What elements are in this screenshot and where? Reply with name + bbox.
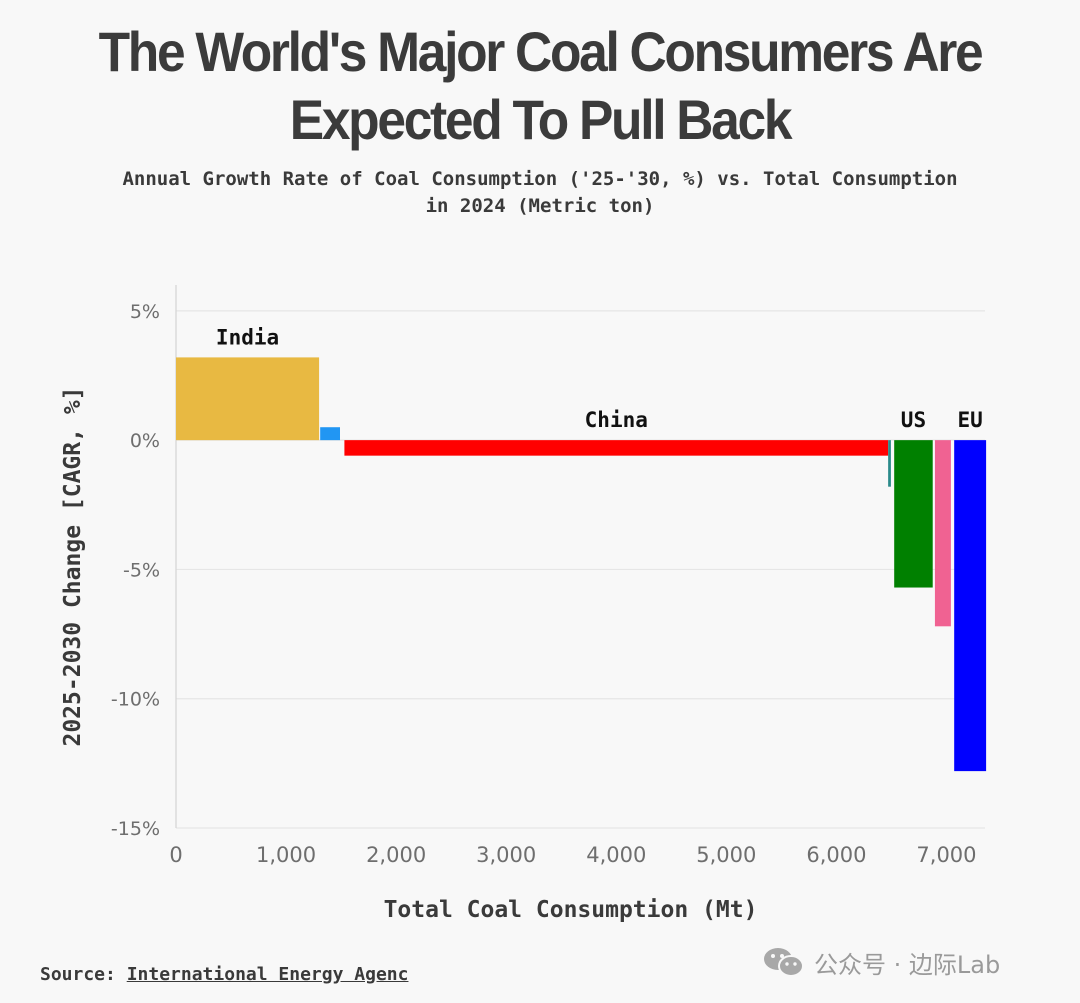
y-tick-label-1: 0% bbox=[130, 430, 160, 452]
watermark: 公众号 · 边际Lab bbox=[762, 942, 1000, 982]
chart-subtitle: Annual Growth Rate of Coal Consumption (… bbox=[40, 166, 1040, 220]
x-tick-label-7: 7,000 bbox=[916, 843, 976, 867]
bar-label-us: US bbox=[901, 408, 926, 432]
watermark-text: 公众号 · 边际Lab bbox=[814, 950, 1001, 979]
source-line: Source: International Energy Agenc bbox=[40, 964, 408, 985]
y-tick-label-3: -10% bbox=[111, 689, 160, 711]
source-fade-overlay bbox=[458, 962, 618, 990]
y-axis-title: 2025-2030 Change [CAGR, %] bbox=[60, 386, 86, 746]
x-tick-label-5: 5,000 bbox=[696, 843, 756, 867]
bar-china[interactable] bbox=[344, 440, 889, 456]
chart-subtitle-line2: in 2024 (Metric ton) bbox=[425, 195, 655, 217]
chart-subtitle-line1: Annual Growth Rate of Coal Consumption (… bbox=[122, 168, 958, 190]
chart-title: The World's Major Coal Consumers Are Exp… bbox=[43, 18, 1037, 154]
bar-other-3[interactable] bbox=[888, 440, 891, 487]
x-tick-label-3: 3,000 bbox=[476, 843, 536, 867]
x-axis-title: Total Coal Consumption (Mt) bbox=[384, 897, 758, 923]
source-link[interactable]: International Energy Agenc bbox=[126, 964, 409, 985]
x-tick-label-6: 6,000 bbox=[806, 843, 866, 867]
bar-label-india: India bbox=[216, 325, 279, 349]
y-tick-label-2: -5% bbox=[123, 559, 160, 581]
x-tick-label-4: 4,000 bbox=[586, 843, 646, 867]
bar-other-1[interactable] bbox=[320, 427, 341, 441]
bar-india[interactable] bbox=[176, 357, 320, 441]
x-tick-label-2: 2,000 bbox=[366, 843, 426, 867]
chart-title-line1: The World's Major Coal Consumers Are bbox=[98, 20, 984, 83]
wechat-icon bbox=[764, 948, 804, 977]
bar-label-eu: EU bbox=[957, 408, 982, 432]
bar-other-5[interactable] bbox=[934, 440, 951, 627]
bar-us[interactable] bbox=[894, 440, 933, 588]
y-tick-label-0: 5% bbox=[130, 301, 160, 323]
source-label: Source: bbox=[40, 964, 116, 985]
y-tick-label-4: -15% bbox=[111, 818, 160, 840]
bar-label-china: China bbox=[585, 408, 648, 432]
bar-eu[interactable] bbox=[954, 440, 987, 772]
chart-title-line2: Expected To Pull Back bbox=[289, 88, 793, 151]
x-tick-label-0: 0 bbox=[169, 843, 182, 867]
x-tick-label-1: 1,000 bbox=[256, 843, 316, 867]
